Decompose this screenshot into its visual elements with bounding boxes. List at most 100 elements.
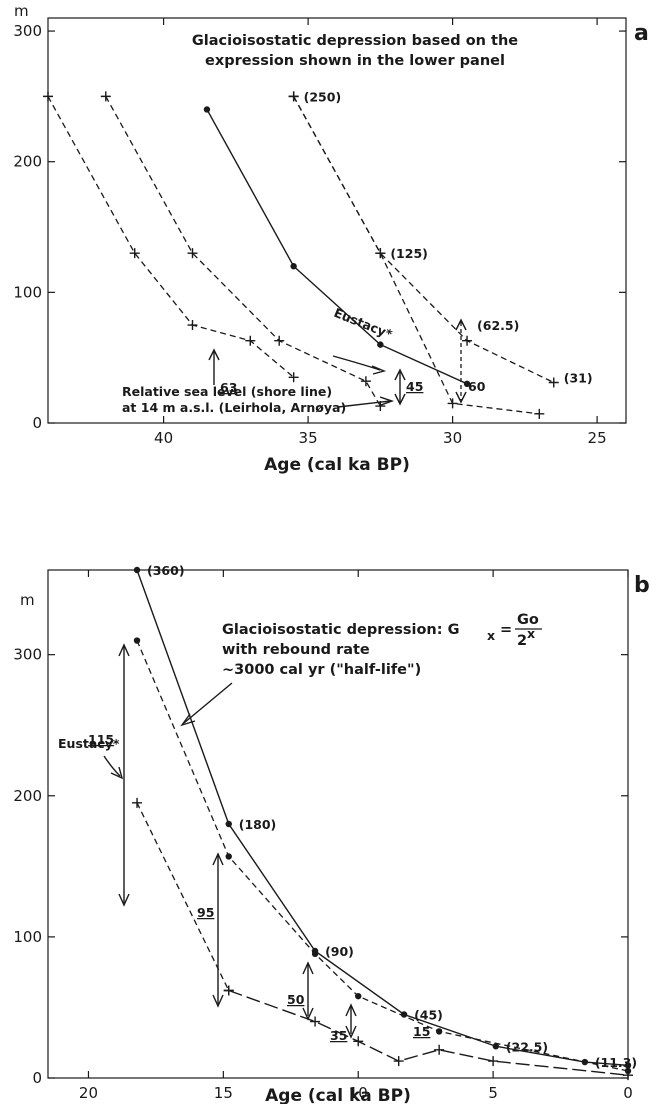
x-tick-label: 0 [623,1084,633,1102]
panel-a-value-60: 60 [468,379,486,394]
data-point-plus [129,248,140,259]
panel-a-rsl-line1: Relative sea level (shore line) [122,384,332,399]
data-point [463,380,471,388]
x-tick-label: 20 [79,1084,98,1102]
data-point [225,820,232,828]
panel-b-eustacy-label: Eustacy* [58,736,120,751]
data-point-plus [288,91,299,102]
y-tick-label: 300 [13,22,42,40]
data-point-plus [488,1056,499,1067]
series-line-2 [105,96,381,407]
panel-a-ylabel: m [14,2,29,20]
data-point-plus [100,91,111,102]
point-label: (180) [239,817,277,832]
series-line-0 [206,109,468,385]
data-point-plus [310,1016,321,1027]
panel-b-series [132,566,633,1081]
panel-b-value-35: 35 [330,1028,347,1043]
panel-b-value-95: 95 [197,905,214,920]
y-tick-label: 100 [13,283,42,301]
data-point [435,1028,443,1035]
panel-b-title-arrowhead [180,713,196,727]
panel-b-title-line3: ~3000 cal yr ("half-life") [222,662,421,678]
point-label: (360) [147,563,185,578]
panel-a-value-45: 45 [406,379,423,394]
x-tick-label: 5 [488,1084,498,1102]
panel-b-letter: b [634,573,650,598]
panel-b-formula-lhs: Glacioisostatic depression: G [222,622,459,638]
series-line-1 [136,640,629,1072]
point-label: (31) [564,370,593,385]
data-point-plus [288,372,299,383]
data-point-plus [375,248,386,259]
panel-b-arrow-115-heads [118,643,130,907]
panel-a-point-labels: (250) (125) (62.5) (31) [304,89,593,385]
data-point-plus [447,398,458,409]
data-point-plus [434,1044,445,1055]
data-point-plus [623,1070,633,1081]
point-label: (11.3) [595,1055,637,1070]
panel-a-rsl-arrow [337,400,391,408]
data-point-plus [274,335,285,346]
point-label: (62.5) [477,318,519,333]
data-point-plus [43,91,53,102]
panel-a-arrow-63-head [208,348,220,361]
panel-b-frame [47,569,629,1079]
data-point-plus [187,248,198,259]
data-point-plus [548,377,559,388]
x-tick-label: 15 [214,1084,233,1102]
panel-a-rsl-line2: at 14 m a.s.l. (Leirhola, Arnøya) [122,400,346,415]
panel-b-formula-exp: x [527,626,535,641]
panel-a-arrow-60-heads [455,318,467,404]
y-tick-label: 0 [32,414,42,432]
data-point [492,1043,500,1050]
data-point-plus [245,335,256,346]
panel-a-x-ticks: 40 35 30 25 [154,18,607,447]
panel-b-formula-den: 2 [517,633,527,649]
panel-b-arrow-35-heads [345,1003,357,1039]
panel-a-arrow-45-heads [394,368,406,406]
panel-b-y-ticks: 0 100 200 300 [13,646,628,1087]
point-label: (45) [414,1008,443,1023]
panel-a-xlabel: Age (cal ka BP) [264,455,410,475]
panel-b-value-115: 115 [88,732,114,747]
data-point-plus [534,408,545,419]
panel-b-arrow-95-heads [212,852,224,1008]
panel-a-y-ticks: 0 100 200 300 [13,22,626,432]
y-tick-label: 300 [13,646,42,664]
data-point [133,637,141,644]
panel-b-formula-eq: = [500,622,512,638]
y-tick-label: 0 [32,1069,42,1087]
y-tick-label: 200 [13,787,42,805]
panel-a-eustacy-arrow [332,355,381,371]
panel-b-arrow-50-heads [302,961,314,1021]
data-point [203,106,211,113]
data-point [624,1062,632,1069]
panel-b-title-arrow [183,682,233,724]
panel-b-eustacy-arrowhead [110,766,124,780]
series-line-2 [136,802,230,991]
data-point-plus [353,1036,364,1047]
panel-a-title-line1: Glacioisostatic depression based on the [192,33,518,49]
data-point [225,853,232,860]
data-point [377,341,384,348]
panel-b-xlabel: Age (cal ka BP) [265,1086,411,1104]
panel-b-formula-num: Go [517,612,539,628]
data-point-plus [132,797,143,808]
panel-b-eustacy-arrow [103,755,121,777]
x-tick-label: 25 [588,429,607,447]
series-line-0 [136,569,629,1066]
y-tick-label: 200 [13,153,42,171]
panel-a-eustacy-label: Eustacy* [332,305,395,342]
point-label: (250) [304,89,342,104]
panel-b-formula-sub: x [487,628,495,643]
data-point-plus [462,335,473,346]
panel-a-eustacy-arrowhead [371,365,387,375]
data-point [290,263,297,270]
x-tick-label: 10 [349,1084,368,1102]
point-label: (125) [390,246,428,261]
